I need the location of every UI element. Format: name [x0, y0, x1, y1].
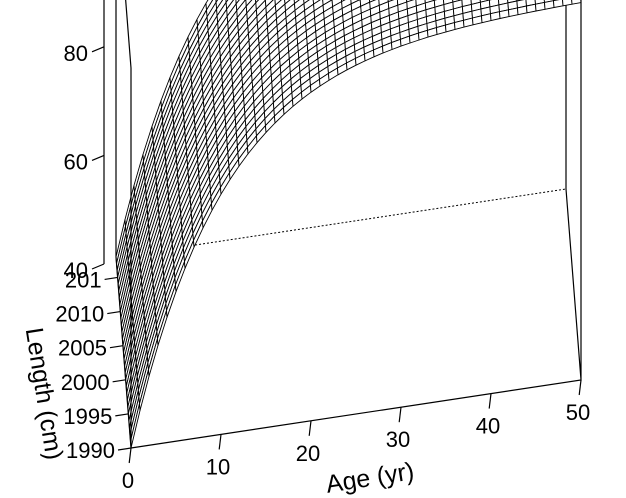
- z-tick-label: 80: [64, 41, 88, 66]
- y-tick-mark: [107, 310, 121, 315]
- z-tick-mark: [91, 154, 105, 161]
- y-tick-label: 2005: [58, 336, 107, 361]
- x-tick-label: 20: [296, 441, 320, 466]
- surface-facet: [544, 0, 555, 10]
- y-tick-mark: [117, 447, 132, 451]
- surface-facet: [517, 5, 528, 16]
- z-tick-mark: [91, 263, 105, 270]
- back-box: [115, 0, 581, 258]
- surface-facet: [562, 0, 573, 7]
- z-tick-label: 40: [64, 258, 88, 283]
- x-tick-mark: [578, 379, 582, 396]
- x-tick-label: 0: [122, 468, 134, 493]
- surface-facet: [553, 0, 564, 8]
- y-tick-label: 1995: [63, 404, 112, 429]
- surface-facet: [526, 3, 537, 14]
- surface-facet: [499, 9, 510, 19]
- surface-facet: [490, 11, 501, 22]
- x-tick-mark: [128, 447, 132, 464]
- x-tick-mark: [398, 407, 402, 423]
- y-tick-mark: [109, 345, 124, 349]
- surface-facet: [481, 13, 492, 24]
- surface-facet: [571, 0, 582, 5]
- x-tick-mark: [488, 393, 492, 409]
- z-tick-label: 60: [64, 149, 88, 174]
- y-tick-label: 2000: [61, 370, 110, 395]
- y-tick-label: 1990: [66, 438, 115, 463]
- x-axis: 0 10 20 30 40 50: [122, 379, 590, 493]
- x-tick-mark: [218, 434, 222, 450]
- y-tick-mark: [104, 276, 118, 281]
- x-tick-label: 30: [386, 427, 410, 452]
- surface-facet: [508, 7, 519, 18]
- y-tick-mark: [112, 379, 126, 383]
- z-tick-mark: [91, 46, 105, 53]
- x-tick-label: 10: [206, 454, 230, 479]
- x-tick-label: 40: [476, 414, 500, 439]
- x-tick-mark: [308, 420, 312, 436]
- z-axis: 406080100: [64, 0, 105, 283]
- y-axis: 1990 1995 2000 2005 2010 201: [55, 267, 132, 463]
- y-tick-mark: [115, 413, 129, 417]
- y-tick-label: 2010: [55, 302, 104, 327]
- x-tick-label: 50: [566, 400, 590, 425]
- x-axis-label: Age (yr): [324, 457, 416, 498]
- box-back-edges: [115, 0, 581, 257]
- surface-mesh: [115, 0, 582, 449]
- surface-facet: [535, 1, 546, 12]
- y-tick-label: 201: [65, 267, 102, 292]
